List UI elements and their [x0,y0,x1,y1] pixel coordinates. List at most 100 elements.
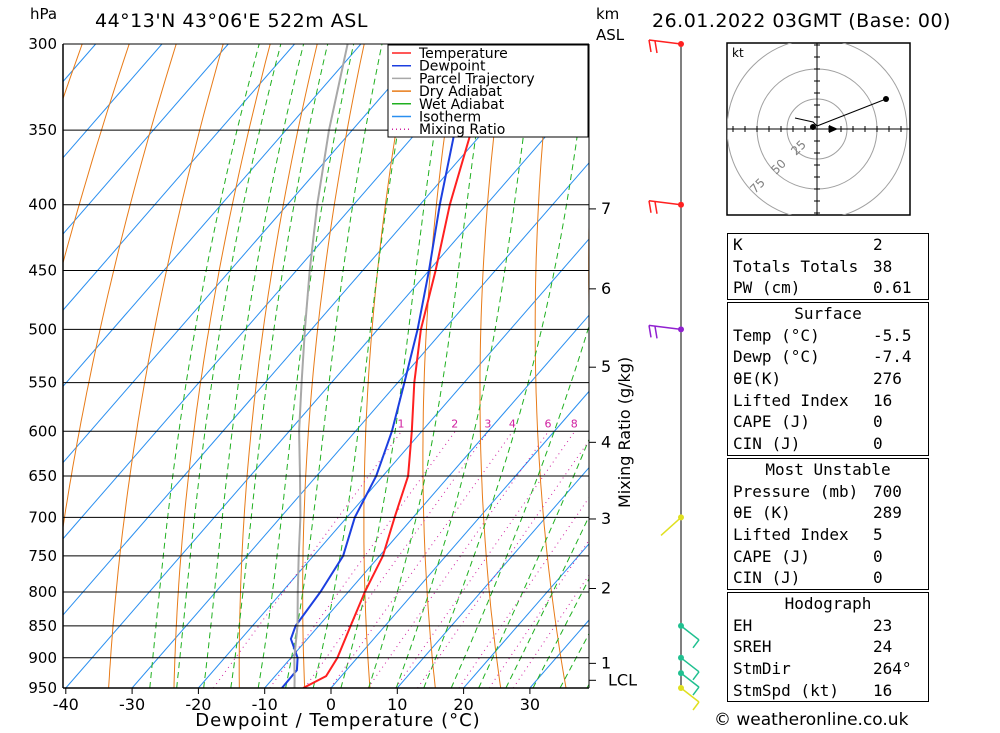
wind-barb-flag [648,39,652,53]
indices-panel: K 2 Totals Totals 38 PW (cm) 0.61 [727,233,929,301]
mixing-ratio-line [367,431,549,688]
km-tick-label: 1 [601,653,611,672]
isotherm-line [63,44,295,311]
stat-key: PW (cm) [733,278,801,298]
stat-value: 700 [873,481,902,501]
wet-adiabat-line [176,44,282,688]
stat-row: StmSpd (kt) 16 [728,680,928,702]
isotherm-line [396,466,589,688]
isotherm-line [65,85,589,688]
wind-barb-shaft [680,625,700,641]
legend-label: Parcel Trajectory [419,71,535,87]
wet-adiabat-line [423,48,589,688]
stat-key: Pressure (mb) [733,481,859,501]
km-tick-label: 3 [601,509,611,528]
wind-barb-flag [692,671,700,681]
isotherm-line [330,390,589,688]
pressure-tick-label: 350 [28,121,57,139]
datetime-title: 26.01.2022 03GMT (Base: 00) [652,10,951,32]
stat-value: 0 [873,546,883,566]
stat-row: Lifted Index 16 [728,390,928,412]
pressure-tick-label: 400 [28,196,57,214]
mixing-ratio-line [269,431,456,688]
hodograph-surface-point [810,124,816,130]
mixing-ratio-label: 6 [545,417,552,430]
asl-unit-label: ASL [596,26,625,44]
isotherm-line [264,314,589,688]
stat-key: Totals Totals [733,256,859,276]
stat-value: 264° [873,659,912,679]
wind-barb-flag [654,326,658,339]
panel-title: Surface [794,304,862,323]
wind-barb-flag [654,201,658,214]
hodograph-stats-panel: Hodograph EH 23 SREH 24 StmDir 264° StmSpd (kt)… [727,592,929,703]
pressure-tick-label: 850 [28,617,57,635]
dry-adiabat-line [422,44,459,688]
stat-row: SREH 24 [728,636,928,658]
pressure-tick-label: 650 [28,467,57,485]
stat-value: 0 [873,568,883,588]
stat-row: EH 23 [728,615,928,637]
km-tick-label: 5 [601,357,611,376]
legend-label: Wet Adiabat [419,97,505,113]
stat-key: Temp (°C) [733,325,820,345]
wind-barb-flag [692,639,700,649]
wind-barb-flag [692,686,700,696]
km-unit-label: km [596,5,620,23]
isotherm-line [198,238,589,688]
mixing-ratio-label: 8 [571,417,578,430]
dry-adiabat-line [479,44,506,688]
wind-barb [678,670,700,696]
wind-barb-shaft [680,687,700,703]
stat-key: Lifted Index [733,525,849,545]
km-tick-label: 7 [601,199,611,218]
stat-value: -5.5 [873,325,912,345]
stat-row: CAPE (J) 0 [728,546,928,568]
stat-row: Totals Totals 38 [728,256,928,278]
stat-row: θE(K) 276 [728,368,928,390]
stat-value: 24 [873,637,893,657]
wet-adiabat-line [478,438,589,688]
pressure-unit-label: hPa [30,5,58,23]
stat-value: 2 [873,235,883,254]
wind-barb-shaft [680,657,700,673]
copyright-text: © weatheronline.co.uk [714,710,909,730]
pressure-tick-label: 450 [28,262,57,280]
wind-barb-flag [692,701,700,711]
most-unstable-panel: Most Unstable Pressure (mb) 700 θE (K) 289 Li… [727,458,929,591]
location-title: 44°13'N 43°06'E 522m ASL [95,10,368,32]
pressure-tick-label: 600 [28,422,57,440]
stat-key: CIN (J) [733,568,801,588]
pressure-tick-label: 700 [28,508,57,526]
legend-label: Temperature [418,46,508,62]
mixing-ratio-axis-label: Mixing Ratio (g/kg) [615,357,634,508]
stat-row: Lifted Index 5 [728,524,928,546]
isotherm-line [63,44,428,464]
surface-panel: Surface Temp (°C) -5.5 Dewp (°C) -7.4 θE(K) 27… [727,302,929,456]
dry-adiabat-line [302,44,365,688]
stat-row: PW (cm) 0.61 [728,277,928,299]
wind-barb [678,654,700,681]
hodograph-top-point [883,96,889,102]
dry-adiabat-line [928,44,1000,688]
mixing-ratio-label: 3 [484,417,491,430]
stat-row: CAPE (J) 0 [728,411,928,433]
pressure-tick-label: 300 [28,35,57,53]
wet-adiabat-line [149,44,260,688]
panel-title: Most Unstable [765,460,891,479]
x-tick-label: 20 [453,695,473,714]
hodograph-unit-label: kt [732,46,744,60]
legend-box [387,44,589,138]
dry-adiabat-line [641,44,697,688]
stat-value: 0 [873,412,883,432]
stat-key: StmDir [733,659,791,679]
dry-adiabat-line [63,44,130,265]
pressure-tick-label: 500 [28,320,57,338]
stat-key: EH [733,615,753,635]
wind-barb [678,622,700,649]
stat-value: 16 [873,390,893,410]
legend-label: Dry Adiabat [419,84,502,100]
x-tick-label: -40 [53,695,79,714]
legend-label: Dewpoint [419,59,486,75]
